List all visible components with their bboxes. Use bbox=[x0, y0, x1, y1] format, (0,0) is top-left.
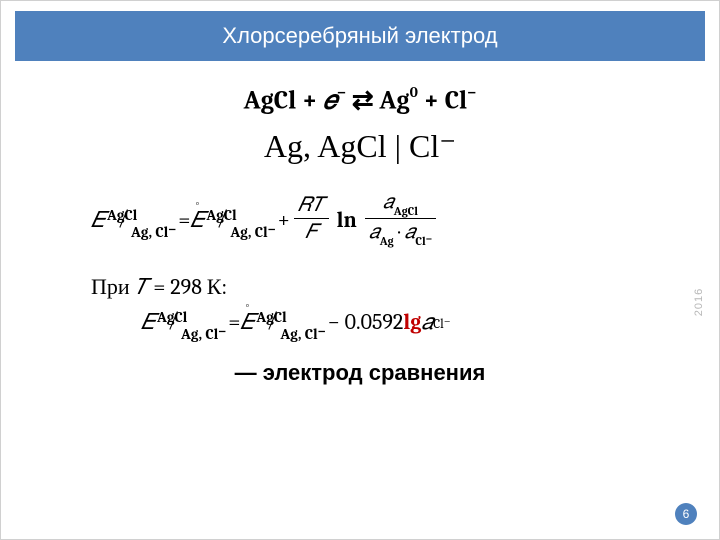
reaction-equation: AgCl + 𝑒− ⇄ Ag0 + Cl− bbox=[41, 85, 679, 117]
eq1-plus: + bbox=[278, 207, 290, 233]
eq2-E0: ◦ 𝐸 bbox=[240, 309, 254, 335]
eq2-sub2: AgCl ⁄ Ag, Cl⁻ bbox=[256, 310, 325, 342]
reaction-e: 𝑒 bbox=[323, 86, 337, 116]
reaction-arrows: ⇄ bbox=[346, 86, 379, 116]
page-number-badge: 6 bbox=[675, 503, 697, 525]
reaction-plus1: + bbox=[296, 86, 323, 116]
eq1-rt-over-f: 𝑅𝑇 𝐹 bbox=[294, 194, 329, 243]
reaction-plus2: + bbox=[418, 86, 445, 116]
eq1-activity-frac: 𝑎AgCl 𝑎Ag · 𝑎Cl⁻ bbox=[365, 191, 436, 246]
reaction-rhs1-sup: 0 bbox=[410, 83, 418, 101]
eq2-sub1: AgCl ⁄ Ag, Cl⁻ bbox=[157, 310, 226, 342]
nernst-equation-298k: 𝐸 AgCl ⁄ Ag, Cl⁻ = ◦ 𝐸 AgCl ⁄ Ag, Cl⁻ − … bbox=[41, 306, 679, 338]
eq1-sub1: AgCl ⁄ Ag, Cl⁻ bbox=[107, 208, 176, 240]
reaction-rhs2-sup: − bbox=[467, 83, 476, 101]
eq2-equals: = bbox=[228, 309, 240, 335]
eq1-ln: ln bbox=[337, 207, 357, 233]
eq1-sub2: AgCl ⁄ Ag, Cl⁻ bbox=[206, 208, 275, 240]
eq1-equals: = bbox=[178, 207, 190, 233]
slide-content: AgCl + 𝑒− ⇄ Ag0 + Cl− Ag, AgCl | Cl⁻ 𝐸 A… bbox=[1, 61, 719, 386]
eq1-E0: ◦ 𝐸 bbox=[190, 207, 204, 233]
eq2-a: 𝑎 bbox=[421, 309, 433, 335]
reaction-lhs1: AgCl bbox=[244, 86, 297, 116]
slide-title: Хлорсеребряный электрод bbox=[15, 11, 705, 61]
side-year: 2016 bbox=[693, 288, 705, 316]
eq2-E: 𝐸 bbox=[141, 309, 155, 335]
eq2-a-sub: Cl⁻ bbox=[433, 317, 450, 332]
eq1-E: 𝐸 bbox=[91, 207, 105, 233]
cell-notation: Ag, AgCl | Cl⁻ bbox=[41, 127, 679, 165]
nernst-equation-full: 𝐸 AgCl ⁄ Ag, Cl⁻ = ◦ 𝐸 AgCl ⁄ Ag, Cl⁻ + … bbox=[41, 193, 679, 248]
eq2-coef: − 0.0592 bbox=[328, 309, 404, 335]
reaction-rhs2: Cl bbox=[445, 86, 467, 116]
eq2-lg: lg bbox=[403, 309, 421, 335]
temperature-condition: При 𝑇 = 298 К: bbox=[41, 274, 679, 300]
reaction-e-sup: − bbox=[337, 83, 346, 101]
reference-electrode-note: — электрод сравнения bbox=[41, 360, 679, 386]
reaction-rhs1: Ag bbox=[379, 86, 409, 116]
